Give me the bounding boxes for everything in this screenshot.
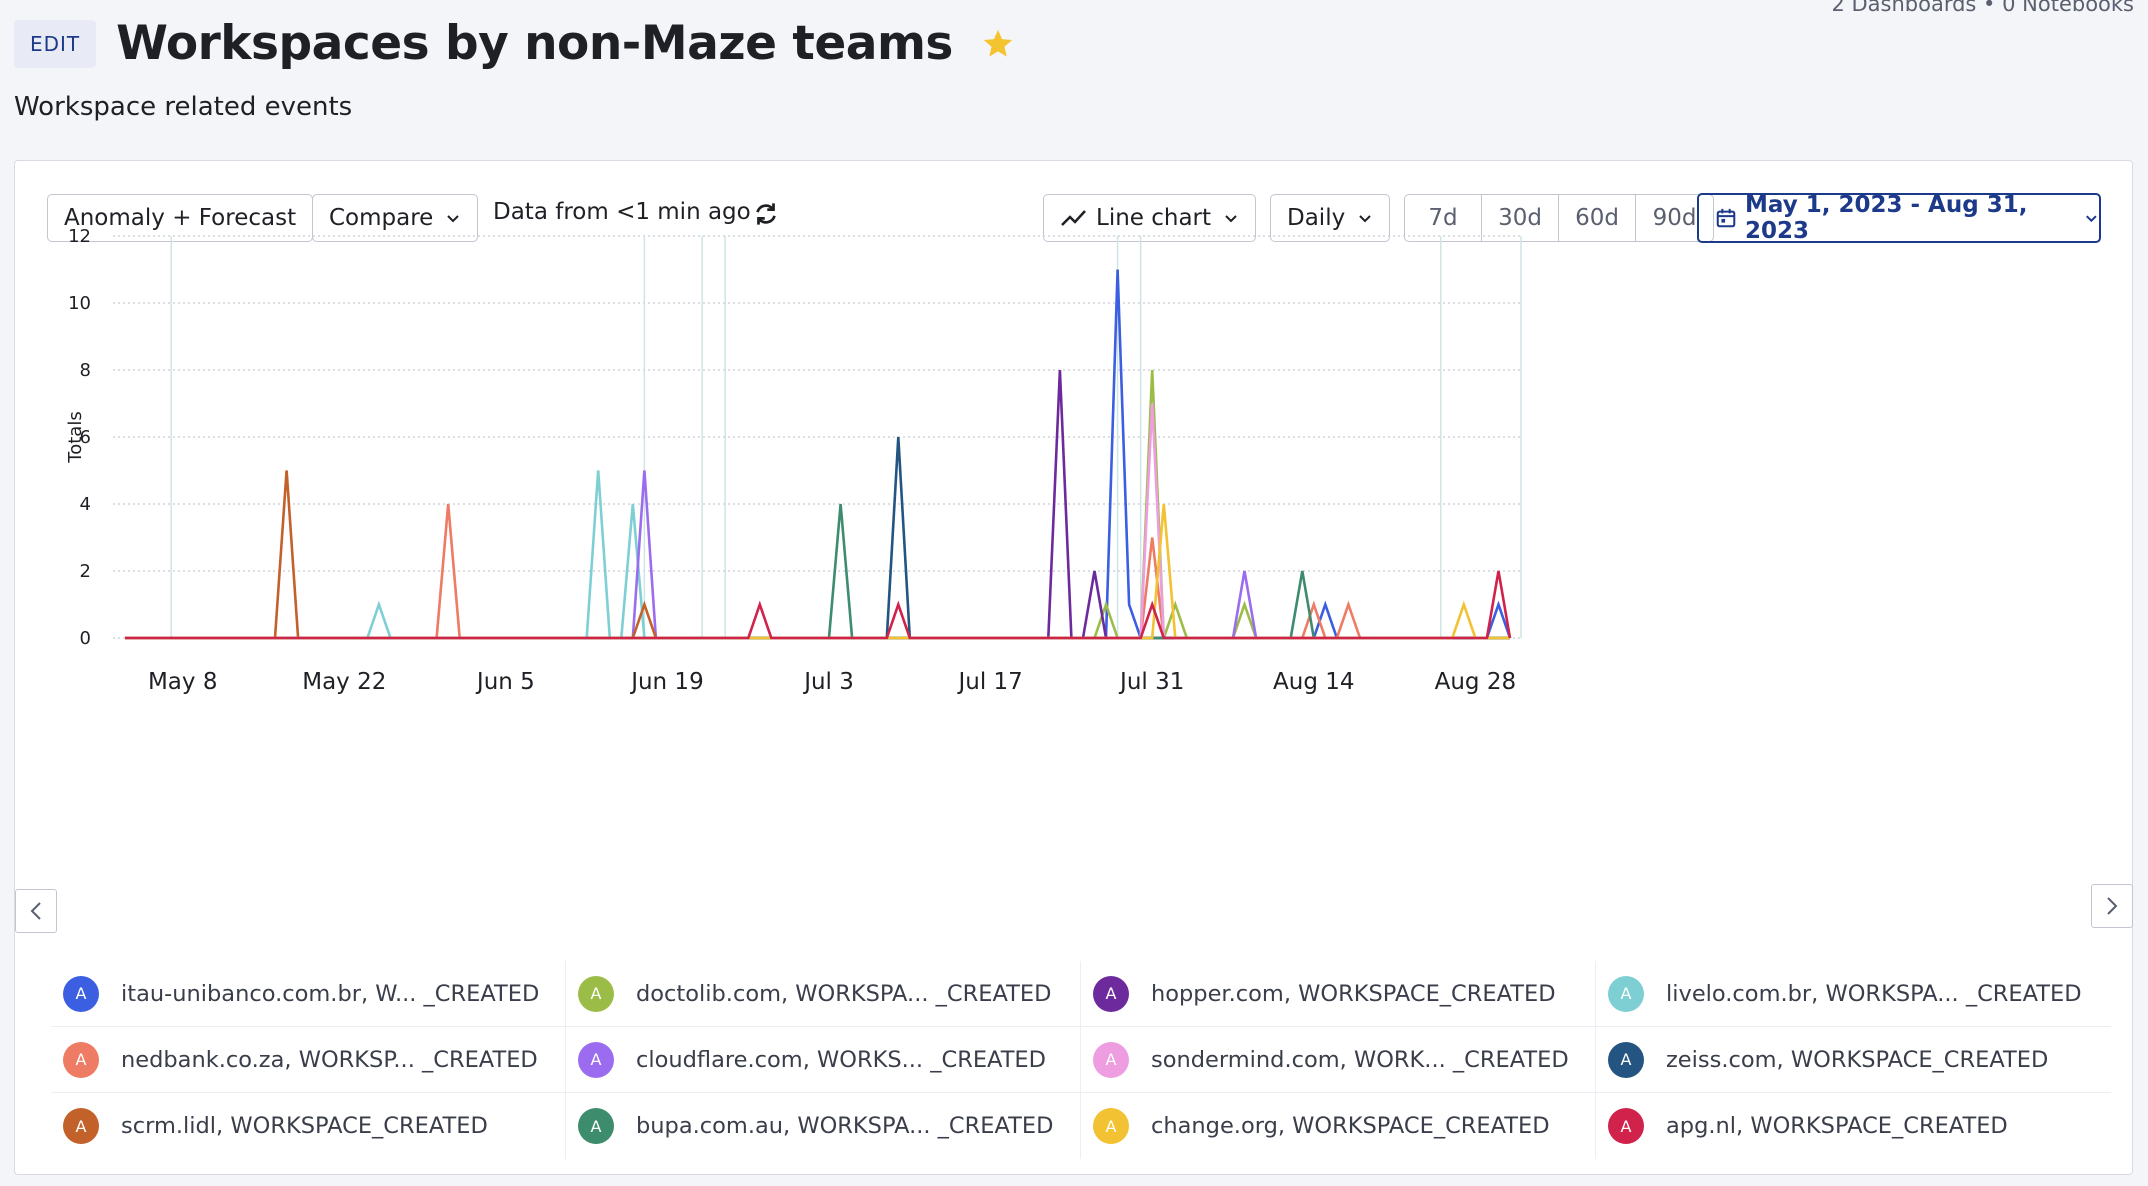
chart-card: Anomaly + Forecast Compare Data from <1 …	[14, 160, 2133, 1175]
range-60d[interactable]: 60d	[1559, 195, 1636, 241]
series-avatar: A	[1093, 975, 1129, 1012]
legend-label: nedbank.co.za, WORKSP... _CREATED	[121, 1046, 538, 1073]
series-line	[125, 369, 1510, 640]
y-tick-label: 10	[68, 293, 91, 314]
chart-type-label: Line chart	[1096, 205, 1212, 231]
x-tick-label: Jul 31	[1118, 669, 1184, 695]
series-avatar: A	[1608, 1108, 1644, 1144]
series-line	[125, 369, 1510, 640]
chevron-down-icon	[1359, 215, 1371, 223]
data-freshness: Data from <1 min ago	[493, 199, 751, 225]
series-line	[125, 470, 1510, 640]
legend-label: apg.nl, WORKSPACE_CREATED	[1666, 1113, 2008, 1139]
legend-label: hopper.com, WORKSPACE_CREATED	[1151, 980, 1556, 1007]
range-segmented-control: 7d 30d 60d 90d	[1404, 194, 1714, 242]
scroll-left-button[interactable]	[15, 889, 57, 933]
chevron-down-icon	[2086, 215, 2097, 223]
legend-label: bupa.com.au, WORKSPA... _CREATED	[636, 1113, 1054, 1139]
compare-dropdown[interactable]: Compare	[312, 194, 479, 242]
anomaly-forecast-label: Anomaly + Forecast	[64, 205, 297, 231]
chevron-down-icon	[1225, 215, 1237, 223]
x-tick-label: Jul 3	[802, 669, 854, 695]
page-title: Workspaces by non-Maze teams	[116, 16, 953, 71]
star-icon[interactable]	[981, 27, 1015, 61]
series-line	[125, 269, 1512, 640]
y-tick-label: 12	[68, 226, 91, 247]
x-tick-label: Jul 17	[956, 669, 1022, 695]
range-30d[interactable]: 30d	[1482, 195, 1559, 241]
series-line	[125, 403, 1510, 640]
series-line	[125, 436, 1510, 640]
interval-label: Daily	[1287, 205, 1346, 231]
series-avatar: A	[1093, 1041, 1129, 1078]
chevron-left-icon	[30, 902, 41, 920]
legend-label: livelo.com.br, WORKSPA... _CREATED	[1666, 980, 2082, 1007]
page-subtitle: Workspace related events	[14, 92, 353, 122]
edit-button[interactable]: EDIT	[14, 19, 97, 68]
series-avatar: A	[578, 1108, 614, 1144]
x-tick-label: Aug 14	[1273, 669, 1355, 695]
series-avatar: A	[578, 1041, 614, 1078]
x-tick-label: Jun 5	[475, 669, 535, 695]
y-tick-label: 8	[80, 360, 91, 381]
legend-label: scrm.lidl, WORKSPACE_CREATED	[121, 1113, 488, 1139]
range-90d[interactable]: 90d	[1652, 205, 1697, 231]
date-range-picker[interactable]: May 1, 2023 - Aug 31, 2023	[1697, 192, 2101, 244]
series-avatar: A	[63, 975, 99, 1012]
series-line	[125, 470, 1510, 640]
series-avatar: A	[63, 1041, 99, 1078]
dashboards-notebooks-count[interactable]: 2 Dashboards • 0 Notebooks	[1831, 0, 2134, 16]
x-tick-label: May 8	[148, 669, 218, 695]
series-avatar: A	[1608, 975, 1644, 1012]
series-avatar: A	[578, 975, 614, 1012]
series-line	[125, 470, 1510, 640]
series-avatar: A	[63, 1108, 99, 1144]
compare-label: Compare	[329, 205, 434, 231]
calendar-icon	[1716, 208, 1736, 228]
chevron-right-icon	[2107, 897, 2118, 915]
scroll-right-button[interactable]	[2091, 884, 2133, 928]
x-tick-label: Jun 19	[629, 669, 704, 695]
series-avatar: A	[1093, 1108, 1129, 1144]
range-7d[interactable]: 7d	[1405, 195, 1482, 241]
series-avatar: A	[1608, 1041, 1644, 1078]
legend-label: zeiss.com, WORKSPACE_CREATED	[1666, 1046, 2049, 1073]
y-tick-label: 2	[80, 561, 91, 582]
chevron-down-icon	[447, 215, 460, 223]
anomaly-forecast-button[interactable]: Anomaly + Forecast	[47, 194, 314, 242]
y-axis-label: Totals	[65, 411, 86, 463]
legend-label: itau-unibanco.com.br, W... _CREATED	[121, 980, 540, 1007]
chart-type-dropdown[interactable]: Line chart	[1043, 194, 1257, 242]
x-tick-label: Aug 28	[1435, 669, 1517, 695]
y-tick-label: 0	[80, 628, 91, 649]
interval-dropdown[interactable]: Daily	[1270, 194, 1391, 242]
series-line	[125, 570, 1512, 640]
legend-label: doctolib.com, WORKSPA... _CREATED	[636, 980, 1052, 1007]
x-tick-label: May 22	[302, 669, 386, 695]
header: EDIT Workspaces by non-Maze teams	[14, 16, 1015, 71]
line-chart-icon	[1061, 210, 1086, 226]
y-tick-label: 4	[80, 494, 91, 515]
legend-label: sondermind.com, WORK... _CREATED	[1151, 1046, 1569, 1073]
refresh-icon[interactable]	[751, 199, 781, 229]
legend-label: change.org, WORKSPACE_CREATED	[1151, 1113, 1550, 1139]
legend-label: cloudflare.com, WORKS... _CREATED	[636, 1046, 1046, 1073]
date-range-label: May 1, 2023 - Aug 31, 2023	[1745, 192, 2028, 244]
y-tick-label: 6	[80, 427, 91, 448]
line-chart: 0 2 4 6 8 10 12 Totals May 8 May 22 Jun 5 Jun 19 Jul…	[65, 226, 1523, 695]
